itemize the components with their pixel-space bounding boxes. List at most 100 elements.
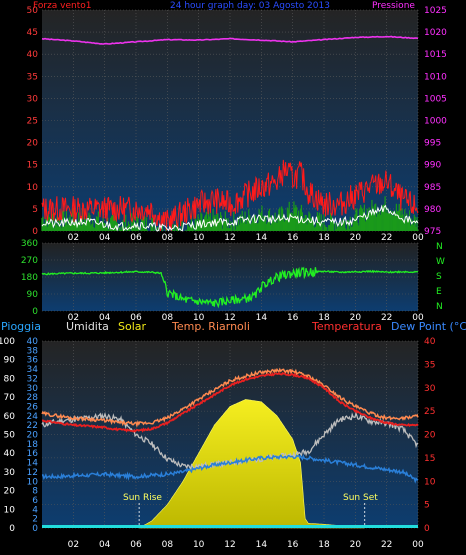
y-tick-label: 990: [424, 161, 441, 171]
y-tick-label: 25: [27, 117, 38, 127]
temperature-series: [41, 367, 419, 529]
y-tick-label: 985: [424, 183, 441, 193]
y-tick-label: 90: [4, 356, 16, 366]
y-tick-label: 12: [27, 468, 38, 478]
pressure-title: Pressione: [372, 1, 415, 11]
compass-label: N: [436, 302, 443, 312]
solar-title: Solar: [118, 320, 147, 333]
x-tick-label: 14: [256, 313, 268, 323]
y-tick-label: 38: [27, 346, 39, 356]
x-tick-label: 06: [130, 540, 142, 550]
y-tick-label: 15: [27, 161, 38, 171]
x-tick-label: 22: [381, 313, 392, 323]
heat-index-line: [41, 367, 419, 428]
x-tick-label: 16: [287, 313, 299, 323]
wind-direction-line: [41, 266, 419, 309]
rain-title: Pioggia: [1, 320, 41, 333]
temperature-ticks: 0102030405060708090100024681012141618202…: [0, 337, 436, 550]
y-tick-label: 0: [32, 307, 38, 317]
y-tick-label: 30: [424, 384, 436, 394]
pressure-line: [41, 35, 419, 45]
y-tick-label: 90: [27, 290, 39, 300]
x-tick-label: 08: [162, 313, 174, 323]
y-tick-label: 30: [27, 384, 39, 394]
y-tick-label: 10: [27, 183, 39, 193]
y-tick-label: 1010: [424, 72, 447, 82]
x-tick-label: 18: [318, 313, 330, 323]
sunset-label: Sun Set: [343, 493, 378, 503]
wind-title: Forza vento1: [33, 1, 92, 11]
y-tick-label: 20: [27, 139, 39, 149]
compass-label: E: [436, 287, 442, 297]
x-tick-label: 04: [99, 313, 111, 323]
y-tick-label: 32: [27, 374, 38, 384]
wind-white-line: [41, 204, 419, 232]
y-tick-label: 16: [27, 449, 39, 459]
x-tick-label: 14: [256, 540, 268, 550]
y-tick-label: 22: [27, 421, 38, 431]
y-tick-label: 10: [424, 477, 436, 487]
graph-title: 24 hour graph day: 03 Agosto 2013: [170, 1, 330, 11]
x-tick-label: 02: [68, 540, 79, 550]
y-tick-label: 1020: [424, 28, 447, 38]
y-tick-label: 30: [27, 94, 39, 104]
y-tick-label: 28: [27, 393, 39, 403]
dewpoint-line: [41, 454, 418, 484]
x-tick-label: 14: [256, 233, 268, 243]
wind-pressure-series: [41, 35, 419, 232]
compass-label: W: [436, 257, 445, 267]
temperature-title: Temperatura: [311, 320, 382, 333]
y-tick-label: 80: [4, 374, 16, 384]
y-tick-label: 45: [27, 28, 38, 38]
x-tick-label: 00: [412, 233, 424, 243]
y-tick-label: 20: [27, 431, 39, 441]
y-tick-label: 270: [21, 256, 38, 266]
x-tick-label: 18: [318, 233, 330, 243]
y-tick-label: 4: [32, 505, 38, 515]
sunrise-label: Sun Rise: [123, 493, 162, 503]
y-tick-label: 50: [27, 6, 39, 16]
x-tick-label: 20: [350, 313, 362, 323]
heat-index-title: Temp. Riarnoli: [171, 320, 250, 333]
y-tick-label: 360: [21, 239, 38, 249]
y-tick-label: 40: [27, 337, 39, 347]
y-tick-label: 0: [32, 227, 38, 237]
y-tick-label: 40: [424, 337, 436, 347]
x-tick-label: 18: [318, 540, 330, 550]
x-tick-label: 20: [350, 233, 362, 243]
x-tick-label: 12: [224, 233, 235, 243]
y-tick-label: 10: [4, 505, 16, 515]
rain-baseline: [42, 525, 418, 528]
y-tick-label: 0: [32, 524, 38, 534]
x-tick-label: 22: [381, 233, 392, 243]
y-tick-label: 975: [424, 227, 441, 237]
y-tick-label: 50: [4, 431, 16, 441]
x-tick-label: 10: [193, 313, 205, 323]
x-tick-label: 02: [68, 233, 79, 243]
y-tick-label: 980: [424, 205, 441, 215]
wind-gust-line: [41, 159, 419, 232]
y-tick-label: 20: [424, 431, 436, 441]
x-tick-label: 00: [412, 313, 424, 323]
x-tick-label: 00: [412, 540, 424, 550]
y-tick-label: 20: [4, 487, 16, 497]
y-tick-label: 1025: [424, 6, 447, 16]
y-tick-label: 36: [27, 356, 39, 366]
x-tick-label: 16: [287, 233, 299, 243]
x-tick-label: 16: [287, 540, 299, 550]
y-tick-label: 15: [424, 454, 435, 464]
y-tick-label: 40: [4, 449, 16, 459]
y-tick-label: 60: [4, 412, 16, 422]
x-tick-label: 10: [193, 233, 205, 243]
y-tick-label: 24: [27, 412, 39, 422]
compass-label: S: [436, 272, 442, 282]
y-tick-label: 995: [424, 139, 441, 149]
solar-area: [138, 399, 365, 529]
x-tick-label: 06: [130, 313, 142, 323]
y-tick-label: 14: [27, 459, 39, 469]
wind-direction-ticks: 0 90 180 270 360 02 04 06 08 10 12 14 16 18 20 22 00: [21, 239, 424, 323]
y-tick-label: 40: [27, 50, 39, 60]
